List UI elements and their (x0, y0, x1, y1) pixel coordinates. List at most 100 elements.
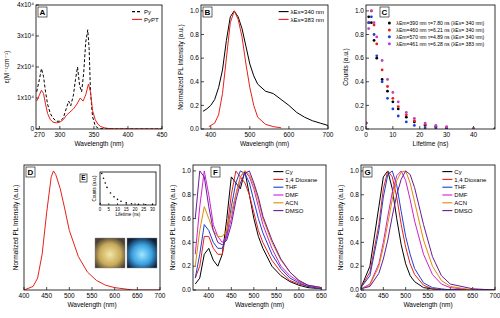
y-tick-label: 0.2 (182, 262, 191, 269)
legend-label: λEx=340 nm (291, 9, 325, 15)
data-point (386, 90, 389, 93)
y-tick (366, 105, 369, 106)
x-tick (419, 126, 420, 129)
panel-label: D (28, 168, 34, 177)
data-point (391, 97, 394, 100)
legend: PyPyPT (132, 9, 159, 23)
x-tick-label: 30 (443, 131, 451, 138)
y-tick (36, 67, 39, 68)
panel-label-box (211, 167, 220, 177)
data-point (386, 78, 389, 81)
panel-label-box (380, 7, 389, 17)
plot-data (195, 171, 321, 289)
plot-frame (201, 5, 328, 129)
x-tick-label: 500 (244, 131, 255, 138)
x-tick-label: 550 (87, 292, 98, 299)
legend-label: λEm=460 nm τ=6.21 ns (λEx= 340 nm) (396, 27, 484, 33)
x-tick-label: 400 (203, 292, 214, 299)
panel: 4005006007000.00.20.40.60.81.0Wavelength… (177, 5, 334, 148)
plot-background (366, 5, 495, 129)
legend-label: DMSO (454, 208, 472, 214)
plot-background (361, 165, 495, 290)
data-point (373, 39, 376, 42)
data-point (397, 105, 400, 108)
legend-label: ACN (285, 200, 298, 206)
data-point (370, 10, 373, 13)
data-line (195, 171, 321, 288)
plot-background (24, 165, 160, 290)
legend-line (132, 19, 142, 20)
data-line (361, 171, 495, 290)
plot-background (100, 172, 156, 205)
y-tick-label: 0.4 (182, 239, 191, 246)
data-point (367, 27, 370, 30)
y-tick-label: 1.0 (350, 167, 359, 174)
y-axis-label: Normalized PL Intensity (a.u.) (337, 185, 345, 270)
y-tick-label: 0 (30, 125, 34, 132)
data-point (131, 203, 133, 205)
legend: Cy1,4 DioxaneTHFDMFACNDMSO (273, 169, 318, 214)
x-tick-label: 350 (88, 131, 99, 138)
legend-line (279, 11, 289, 12)
data-line (24, 171, 160, 290)
data-point (367, 21, 370, 24)
y-tick-label: 0.6 (350, 215, 359, 222)
data-point (104, 182, 106, 184)
panel-label-box (203, 7, 212, 17)
data-point (386, 85, 389, 88)
x-tick-label: 40 (470, 131, 478, 138)
plot-data (100, 173, 153, 205)
data-point (367, 15, 370, 18)
x-tick-label: 400 (205, 131, 216, 138)
legend-line (132, 11, 142, 12)
x-tick (92, 287, 93, 290)
y-tick-label: 0.0 (182, 286, 191, 293)
x-tick-label: 500 (400, 292, 411, 299)
x-tick (39, 126, 40, 129)
y-tick (36, 36, 39, 37)
data-point (370, 15, 373, 18)
y-tick-label: 0.0 (190, 125, 199, 132)
plot-frame (193, 165, 326, 290)
x-tick-label: 300 (54, 131, 65, 138)
panel: 27030035040045001x10⁴2x10⁴3x10⁴4x10⁴Wave… (3, 1, 168, 147)
x-axis-label: Wavelength (nm) (67, 301, 116, 309)
y-axis-label: Counts (a.u.) (342, 48, 350, 86)
data-point (373, 33, 376, 36)
x-tick-label: 270 (34, 131, 45, 138)
legend-label: THF (454, 184, 466, 190)
x-tick-label: 25 (141, 207, 147, 212)
data-line (361, 171, 495, 290)
panel-label-box (80, 174, 87, 182)
panel-label: C (382, 8, 388, 17)
x-axis-label: Wavelength (nm) (74, 140, 123, 148)
x-tick-label: 650 (316, 292, 327, 299)
x-axis-label: Lifetime (ns) (413, 140, 449, 148)
legend-label: λEm=570 nm τ=4.89 ns (λEx= 340 nm) (396, 34, 484, 40)
y-tick-label: 2x10⁴ (17, 63, 34, 70)
data-point (103, 177, 105, 179)
legend-label: PyPT (144, 17, 159, 23)
y-tick (193, 242, 196, 243)
data-line (361, 171, 495, 290)
x-tick (383, 287, 384, 290)
x-tick-label: 30 (150, 207, 156, 212)
y-tick-label: 1x10⁴ (17, 94, 34, 101)
y-tick (361, 218, 364, 219)
panel-label-box (26, 167, 35, 177)
data-point (424, 122, 427, 125)
y-tick-label: 4x10⁴ (17, 1, 34, 8)
x-tick-label: 450 (157, 131, 168, 138)
legend-marker (388, 35, 391, 38)
data-point (370, 10, 373, 13)
x-tick-label: 20 (416, 131, 424, 138)
legend-marker (388, 28, 391, 31)
y-tick-label: 0.6 (182, 215, 191, 222)
x-tick (249, 126, 250, 129)
legend-line (273, 194, 283, 195)
plot-data (361, 171, 495, 290)
x-tick (93, 126, 94, 129)
plot-background (193, 165, 326, 290)
data-point (434, 124, 437, 127)
panel: 051015202530Lifetime (ns)Counts (a.u.)E (80, 172, 156, 217)
